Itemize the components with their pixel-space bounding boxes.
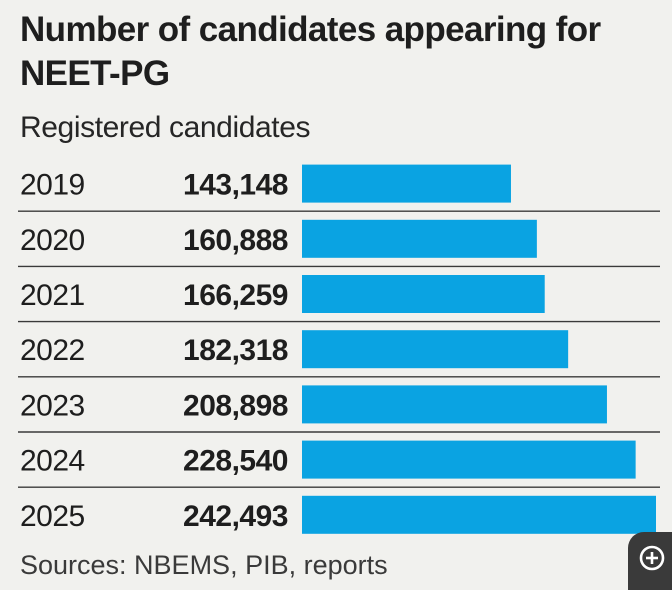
- value-label: 208,898: [183, 389, 288, 422]
- category-label: 2021: [20, 279, 85, 312]
- bar: [302, 440, 636, 479]
- zoom-button[interactable]: [628, 532, 672, 590]
- category-label: 2025: [20, 500, 85, 533]
- bar: [302, 495, 656, 534]
- category-label: 2024: [20, 445, 85, 478]
- chart-source: Sources: NBEMS, PIB, reports: [20, 550, 388, 580]
- bar: [302, 219, 537, 258]
- bar: [302, 275, 545, 313]
- bar: [302, 385, 607, 424]
- value-label: 228,540: [183, 445, 288, 478]
- value-label: 160,888: [183, 224, 288, 257]
- chart-subtitle: Registered candidates: [20, 111, 311, 144]
- category-label: 2019: [20, 169, 85, 202]
- value-label: 143,148: [183, 169, 288, 202]
- chart-title: Number of candidates appearing for NEET-…: [20, 10, 601, 93]
- category-label: 2023: [20, 389, 85, 422]
- value-label: 242,493: [183, 500, 288, 533]
- category-label: 2022: [20, 334, 85, 367]
- value-label: 182,318: [183, 334, 288, 367]
- zoom-in-icon: [639, 545, 665, 571]
- bar: [302, 164, 511, 203]
- category-label: 2020: [20, 224, 85, 257]
- bar: [302, 330, 569, 369]
- value-label: 166,259: [183, 279, 288, 312]
